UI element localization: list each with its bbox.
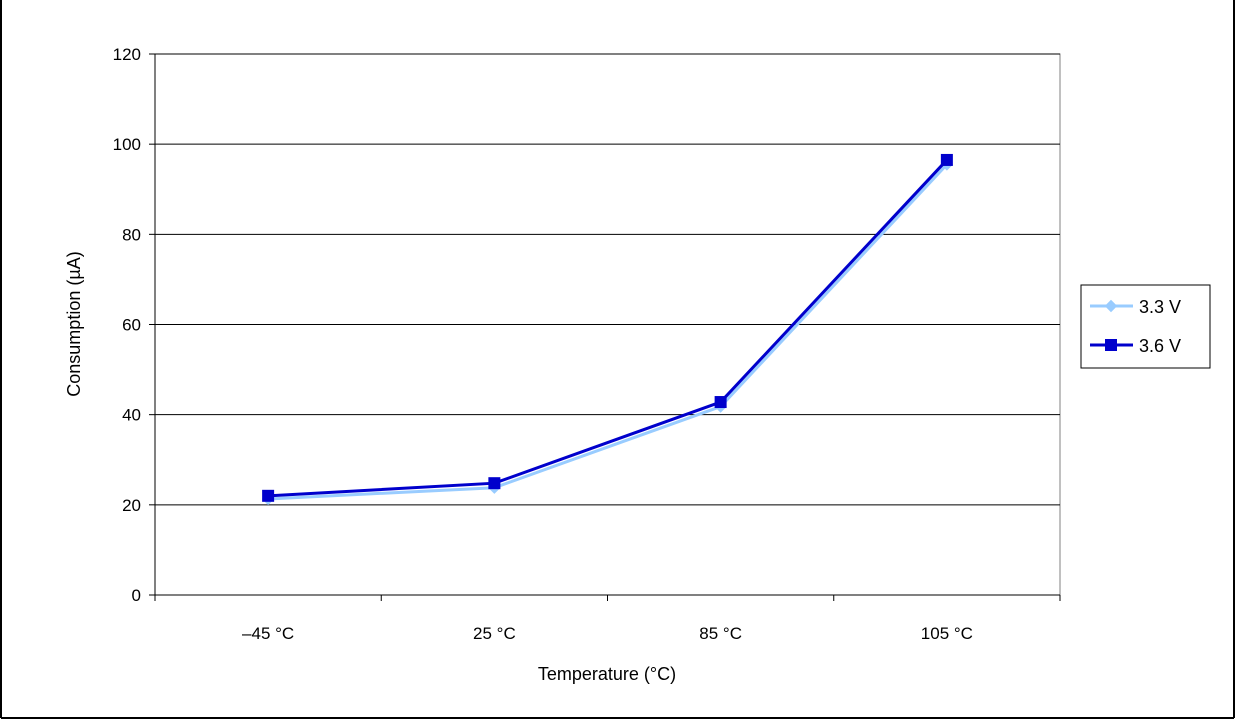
x-tick-label: 105 °C (921, 624, 973, 643)
x-tick-label: 25 °C (473, 624, 516, 643)
y-tick-label: 40 (122, 406, 141, 425)
y-tick-label: 100 (113, 135, 141, 154)
data-point (940, 153, 953, 166)
series-3-6-v (262, 153, 953, 502)
series-line (268, 158, 948, 498)
y-tick-label: 60 (122, 316, 141, 335)
x-axis: –45 °C 25 °C 85 °C 105 °C (154, 594, 1061, 643)
legend-marker (1104, 299, 1118, 313)
x-tick-label: –45 °C (242, 624, 294, 643)
x-tick-label: 85 °C (699, 624, 742, 643)
y-axis-title: Consumption (µA) (64, 251, 84, 396)
legend-box (1080, 284, 1211, 369)
series-line (268, 163, 948, 501)
y-tick-label: 20 (122, 496, 141, 515)
legend-label: 3.6 V (1139, 336, 1181, 356)
y-axis: 0 20 40 60 80 100 120 (113, 45, 156, 605)
x-axis-title: Temperature (°C) (538, 664, 676, 684)
legend: 3.3 V 3.6 V (1080, 284, 1211, 369)
y-tick-label: 0 (132, 586, 141, 605)
series-layer (261, 153, 954, 506)
y-tick-label: 80 (122, 225, 141, 244)
legend-label: 3.3 V (1139, 297, 1181, 317)
gridlines (155, 53, 1060, 506)
legend-entry: 3.6 V (1090, 336, 1181, 356)
data-point (262, 489, 275, 502)
data-point (488, 477, 501, 490)
data-point (714, 396, 727, 409)
y-tick-label: 120 (113, 45, 141, 64)
legend-marker (1105, 339, 1117, 351)
legend-entry: 3.3 V (1090, 297, 1181, 317)
